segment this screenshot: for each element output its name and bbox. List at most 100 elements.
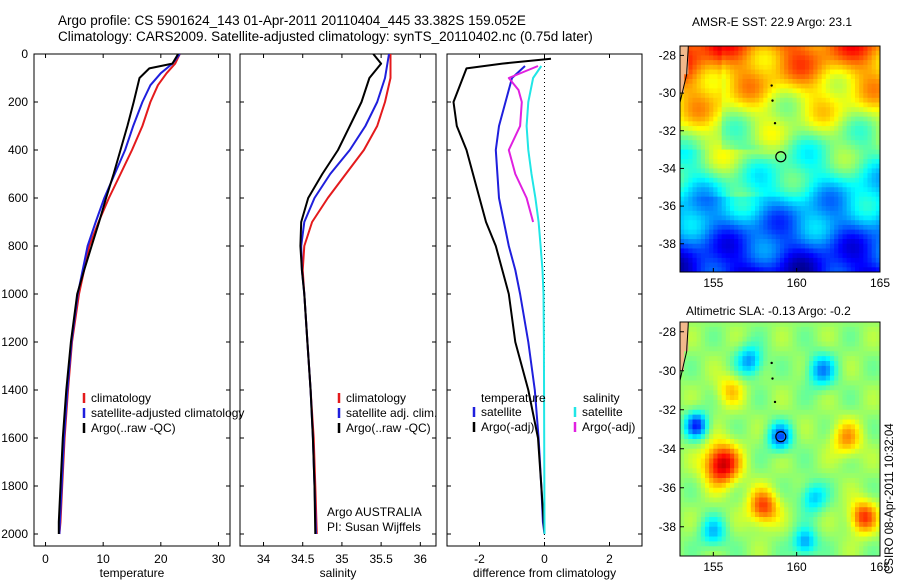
map-cell	[767, 248, 773, 254]
map-cell	[821, 546, 827, 552]
map-cell	[875, 322, 880, 328]
map-cell	[796, 507, 802, 513]
map-cell	[725, 400, 731, 406]
map-cell	[859, 439, 864, 445]
map-cell	[709, 140, 714, 146]
legend-label: satellite	[582, 405, 623, 419]
x-tick-label: 35	[335, 552, 349, 566]
map-cell	[796, 419, 802, 425]
map-cell	[855, 60, 860, 66]
map-cell	[725, 253, 731, 259]
map-cell	[788, 497, 794, 503]
map-cell	[759, 267, 764, 272]
map-cell	[871, 429, 877, 435]
map-cell	[680, 83, 685, 89]
map-cell	[684, 135, 689, 141]
map-cell	[750, 346, 756, 352]
map-cell	[705, 74, 710, 80]
map-cell	[842, 206, 848, 212]
map-cell	[771, 140, 777, 146]
map-cell	[738, 400, 744, 406]
map-cell	[775, 168, 781, 174]
map-cell	[709, 243, 714, 250]
map-cell	[750, 159, 756, 165]
map-cell	[859, 220, 864, 226]
map-cell	[742, 215, 748, 221]
map-cell	[875, 497, 880, 503]
map-cell	[725, 224, 731, 231]
map-cell	[780, 385, 785, 391]
map-cell	[796, 130, 802, 137]
map-cell	[780, 531, 785, 538]
map-cell	[692, 492, 698, 499]
map-cell	[780, 551, 785, 556]
map-cell	[855, 149, 860, 155]
map-cell	[705, 346, 710, 352]
map-cell	[850, 448, 856, 455]
map-cell	[875, 248, 880, 254]
map-cell	[725, 541, 731, 547]
map-cell	[784, 248, 789, 254]
map-cell	[725, 206, 731, 212]
map-cell	[721, 121, 727, 127]
map-cell	[771, 439, 777, 445]
map-cell	[688, 64, 694, 71]
map-cell	[867, 375, 873, 382]
map-cell	[696, 168, 702, 174]
map-cell	[759, 473, 764, 479]
map-cell	[813, 257, 819, 264]
map-cell	[759, 551, 764, 556]
map-cell	[775, 521, 781, 528]
map-cell	[730, 159, 735, 165]
map-cell	[775, 380, 781, 386]
map-cell	[838, 69, 844, 75]
map-cell	[863, 404, 869, 411]
map-cell	[771, 135, 777, 141]
map-cell	[784, 234, 789, 240]
map-cell	[850, 121, 856, 127]
map-cell	[784, 187, 789, 193]
map-cell	[788, 88, 794, 94]
map-cell	[717, 346, 723, 352]
map-cell	[725, 419, 731, 425]
map-cell	[871, 370, 877, 377]
map-cell	[800, 69, 806, 75]
map-cell	[709, 262, 714, 268]
map-cell	[688, 187, 694, 193]
map-cell	[730, 220, 735, 226]
map-cell	[775, 395, 781, 401]
map-cell	[692, 248, 698, 254]
map-cell	[738, 336, 744, 343]
map-cell	[763, 492, 769, 499]
y-tick-label: -38	[659, 237, 677, 251]
map-cell	[788, 50, 794, 57]
map-cell	[700, 512, 706, 518]
map-cell	[763, 144, 769, 151]
map-cell	[809, 541, 814, 547]
map-cell	[817, 154, 823, 160]
map-cell	[738, 83, 744, 89]
map-cell	[717, 187, 723, 193]
map-cell	[692, 419, 698, 425]
map-cell	[684, 215, 689, 221]
map-cell	[830, 541, 835, 547]
map-cell	[846, 434, 852, 440]
map-cell	[792, 375, 798, 382]
map-cell	[684, 361, 689, 367]
map-cell	[713, 429, 719, 435]
map-cell	[709, 177, 714, 184]
map-cell	[705, 356, 710, 362]
map-cell	[771, 414, 777, 421]
map-cell	[800, 55, 806, 61]
map-cell	[796, 497, 802, 503]
map-cell	[713, 220, 719, 226]
map-cell	[842, 375, 848, 382]
map-cell	[805, 135, 810, 141]
map-cell	[850, 346, 856, 352]
map-cell	[734, 224, 739, 231]
map-cell	[846, 482, 852, 489]
map-cell	[855, 482, 860, 489]
map-cell	[696, 97, 702, 104]
map-cell	[830, 551, 835, 556]
map-cell	[821, 78, 827, 85]
